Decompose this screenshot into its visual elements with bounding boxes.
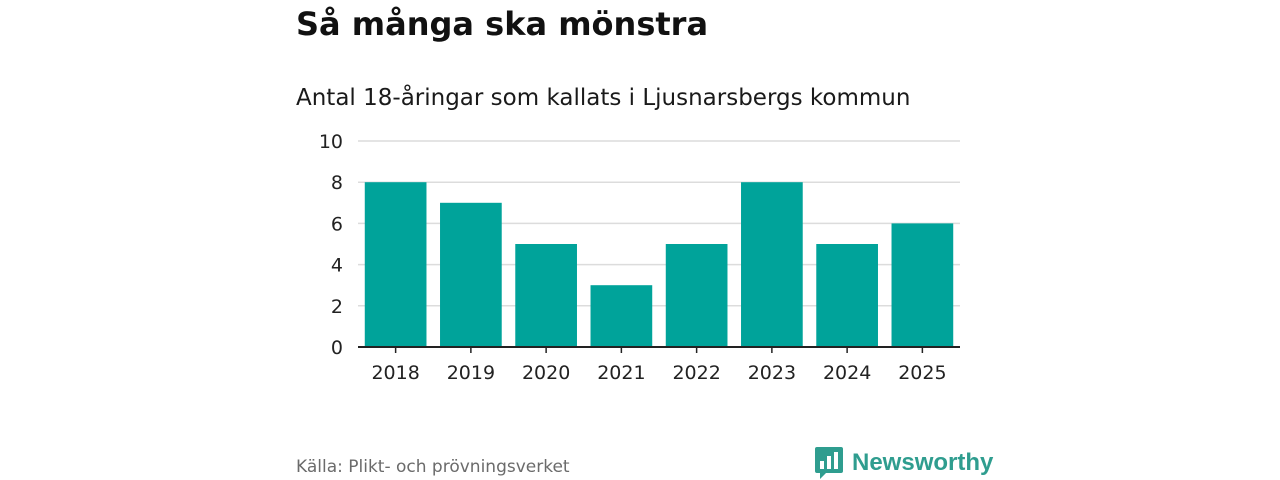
x-axis-ticks: 2018 2019 2020 2021 2022 2023 2024 2025: [371, 347, 947, 384]
brand-logo: Newsworthy: [814, 446, 993, 480]
bar-2018: [364, 182, 427, 347]
y-tick-label: 8: [331, 172, 343, 194]
x-tick-label: 2025: [898, 362, 946, 384]
y-axis-ticks: 0 2 4 6 8 10: [319, 131, 343, 359]
x-tick-label: 2023: [748, 362, 796, 384]
newsworthy-logo-icon: [815, 447, 843, 479]
bar-2025: [891, 223, 954, 347]
y-tick-label: 6: [331, 213, 343, 235]
x-tick-label: 2022: [672, 362, 720, 384]
y-tick-label: 2: [331, 296, 343, 318]
bar-2022: [665, 244, 728, 347]
bars: [364, 182, 954, 347]
chart-title: Så många ska mönstra: [296, 5, 709, 43]
bar-2023: [741, 182, 803, 347]
bar-2021: [590, 285, 653, 347]
y-tick-label: 4: [331, 255, 343, 277]
bar-chart: 0 2 4 6 8 10 2018 2019 2020 2021 2022 2023 2024 2025: [319, 131, 960, 384]
y-tick-label: 0: [331, 337, 343, 359]
x-tick-label: 2021: [597, 362, 645, 384]
x-tick-label: 2024: [823, 362, 871, 384]
x-tick-label: 2020: [522, 362, 570, 384]
bar-2020: [515, 244, 577, 347]
x-tick-label: 2019: [447, 362, 495, 384]
bar-2024: [816, 244, 878, 347]
chart-subtitle: Antal 18-åringar som kallats i Ljusnarsb…: [296, 85, 911, 111]
bar-2019: [440, 202, 502, 347]
source-note: Källa: Plikt- och prövningsverket: [296, 457, 570, 477]
brand-name: Newsworthy: [852, 449, 994, 476]
y-tick-label: 10: [319, 131, 343, 153]
x-tick-label: 2018: [371, 362, 419, 384]
